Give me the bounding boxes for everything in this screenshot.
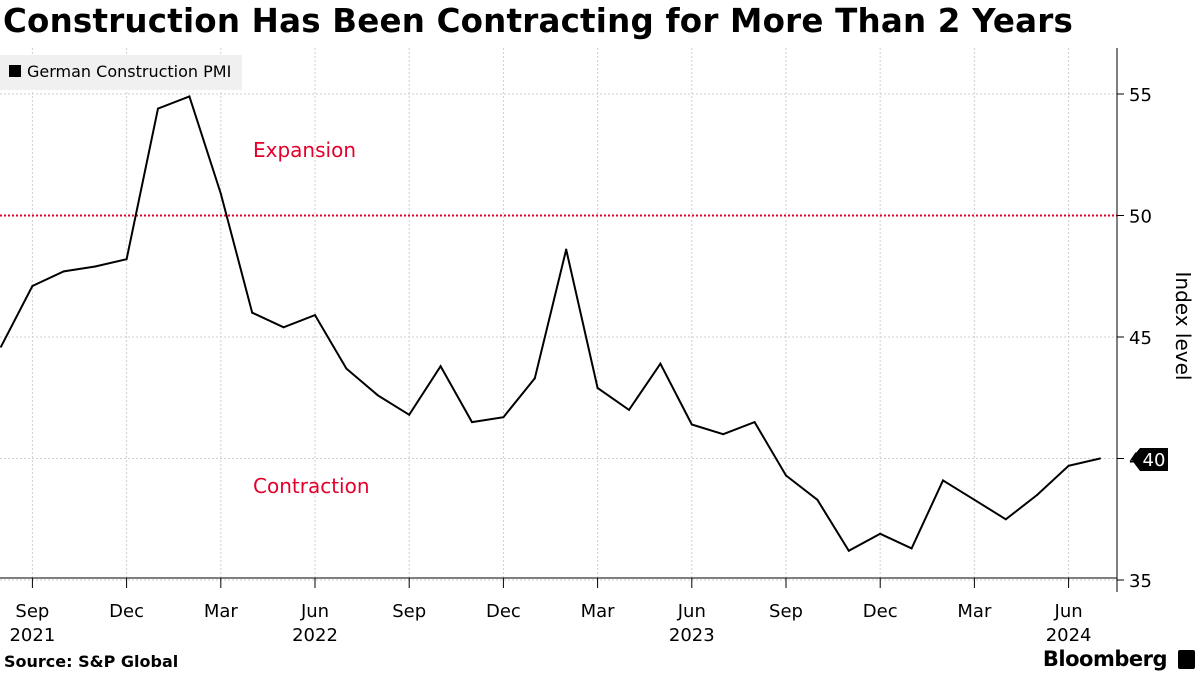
bloomberg-terminal-icon	[1178, 650, 1195, 669]
data-point-2024-07	[1099, 457, 1101, 460]
data-point-2023-05	[659, 362, 662, 365]
x-tick-label-2022-03: Mar	[204, 601, 239, 622]
last-value-marker: 40	[1131, 448, 1168, 471]
data-point-2022-06	[314, 314, 316, 317]
legend-swatch	[9, 65, 21, 77]
y-axis-title: Index level	[1171, 272, 1195, 381]
x-tick-label-2023-09: Sep	[769, 601, 803, 622]
data-point-2023-03	[596, 387, 599, 389]
series-line-0	[0, 95, 1101, 553]
x-tick-label-2022-12: Dec	[486, 601, 521, 622]
chart-title: Construction Has Been Contracting for Mo…	[3, 2, 1074, 40]
last-value-label: 40	[1143, 450, 1166, 471]
data-point-2021-12	[125, 258, 128, 261]
series-layer	[0, 95, 1101, 553]
data-point-2023-11	[847, 549, 850, 552]
expansion-annotation: Expansion	[253, 138, 356, 162]
data-point-2022-10	[439, 365, 442, 368]
data-point-2024-01	[910, 547, 913, 550]
data-point-2023-02	[565, 248, 568, 251]
data-point-2021-08	[0, 345, 2, 348]
x-tick-label-2022-06: Jun	[300, 601, 329, 622]
data-point-2024-02	[942, 479, 944, 482]
data-point-2023-07	[722, 433, 725, 436]
data-point-2024-05	[1036, 493, 1039, 496]
data-point-2022-09	[408, 413, 411, 416]
contraction-annotation: Contraction	[253, 474, 370, 498]
data-point-2022-07	[345, 367, 348, 370]
x-tick-label-2023-03: Mar	[581, 601, 616, 622]
x-tick-label-2023-06: Jun	[677, 601, 706, 622]
data-point-2023-01	[533, 377, 536, 380]
y-tick-label-50: 50	[1129, 207, 1152, 228]
data-point-2022-02	[188, 95, 191, 98]
x-tick-label-2021-12: Dec	[109, 601, 144, 622]
data-point-2022-04	[251, 311, 254, 314]
axes: 3540455055Sep2021DecMarJun2022SepDecMarJ…	[0, 48, 1152, 646]
data-point-2024-03	[973, 498, 976, 501]
bloomberg-logo: Bloomberg	[1042, 647, 1168, 671]
data-point-2021-10	[62, 270, 65, 273]
data-point-2022-05	[282, 326, 285, 329]
x-tick-label-2023-12: Dec	[863, 601, 898, 622]
data-point-2023-09	[785, 474, 787, 477]
data-point-2023-12	[879, 532, 882, 535]
x-year-label-2022: 2022	[292, 625, 338, 646]
x-tick-label-2024-06: Jun	[1054, 601, 1083, 622]
data-point-2022-11	[471, 421, 473, 424]
grid	[0, 48, 1117, 581]
x-tick-label-2022-09: Sep	[392, 601, 426, 622]
data-point-2022-08	[376, 394, 379, 397]
x-year-label-2021: 2021	[9, 625, 55, 646]
y-tick-label-35: 35	[1129, 571, 1152, 592]
x-tick-label-2024-03: Mar	[957, 601, 992, 622]
x-year-label-2024: 2024	[1046, 625, 1092, 646]
data-point-2021-09	[31, 285, 34, 287]
last-value-badge	[1131, 448, 1168, 471]
data-point-2022-12	[502, 416, 505, 419]
data-point-2023-04	[628, 408, 630, 411]
legend-label: German Construction PMI	[27, 62, 231, 81]
y-tick-label-55: 55	[1129, 85, 1152, 106]
legend: German Construction PMI	[0, 55, 242, 90]
legend-background	[0, 55, 242, 90]
source-note: Source: S&P Global	[4, 652, 179, 671]
data-point-2023-10	[816, 498, 819, 501]
x-year-label-2023: 2023	[669, 625, 715, 646]
x-tick-label-2021-09: Sep	[15, 601, 49, 622]
y-tick-label-45: 45	[1129, 328, 1152, 349]
data-point-2024-06	[1067, 464, 1070, 467]
data-point-2023-08	[753, 421, 756, 424]
data-point-2024-04	[1004, 518, 1007, 521]
data-point-2022-01	[157, 107, 159, 110]
data-point-2022-03	[219, 192, 222, 195]
data-point-2021-11	[94, 265, 97, 268]
data-point-2023-06	[690, 423, 693, 426]
